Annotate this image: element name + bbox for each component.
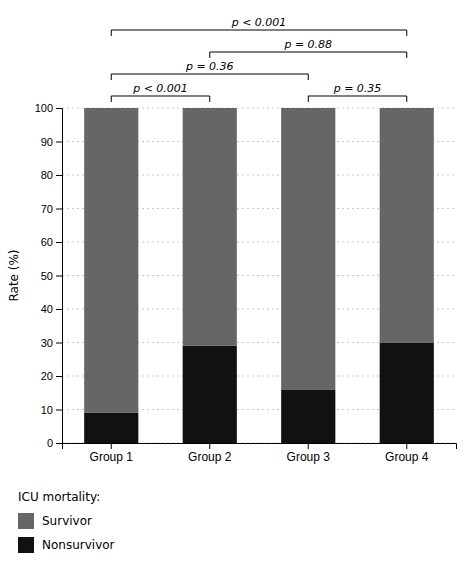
tick-label: 10 [41,404,53,416]
tick: 30 [41,337,62,349]
annotation: p < 0.001 [132,82,188,95]
tick-mark [56,175,62,176]
annotation: p = 0.35 [333,82,382,95]
tick: 20 [41,370,62,382]
tick-mark [406,443,407,449]
tick-mark [111,443,112,449]
brackets: p < 0.001 p = 0.35 p = 0.36 p < 0.001 p = 0.… [111,16,407,102]
tick: 50 [41,270,62,282]
tick-label: Group 3 [287,450,331,464]
tick-mark [56,142,62,143]
tick-mark [56,276,62,277]
bars [84,108,434,443]
legend-label: Survivor [42,514,92,528]
tick-label: 40 [41,303,53,315]
plot: 0102030405060708090100Group 1Group 2Grou… [7,16,457,464]
y-axis: 0 10 20 30 40 50 60 70 80 90 100 [35,102,63,449]
bar [380,108,434,343]
legend-title: ICU mortality: [18,490,100,504]
legend-item: Nonsurvivor [18,537,115,553]
chart: 0102030405060708090100Group 1Group 2Grou… [0,0,476,571]
tick-label: 30 [41,337,53,349]
x-axis: Group 1 Group 2 Group 3 Group 4 [63,443,457,464]
bar [84,413,138,443]
tick: 10 [41,404,62,416]
tick: Group 2 [188,443,232,464]
bracket: p < 0.001 [111,82,210,102]
tick-label: 80 [41,169,53,181]
tick-mark [56,309,62,310]
tick-label: 60 [41,236,53,248]
bar [380,343,434,444]
bracket: p = 0.88 [210,38,407,58]
tick: Group 1 [90,443,134,464]
tick-mark [56,343,62,344]
legend-label: Nonsurvivor [42,538,115,552]
tick-mark [56,108,62,109]
bar [281,389,335,443]
axis-line [63,444,457,450]
annotation: p = 0.36 [185,60,234,73]
tick-label: 50 [41,270,53,282]
bracket: p = 0.35 [308,82,407,102]
tick: Group 4 [385,443,429,464]
bracket: p = 0.36 [111,60,308,80]
axis-title: Rate (%) [7,249,21,301]
annotation: p = 0.88 [283,38,332,51]
tick-label: 70 [41,203,53,215]
tick-mark [56,209,62,210]
tick: 100 [35,102,62,114]
tick-label: Group 4 [385,450,429,464]
legend-swatch [18,513,34,529]
tick: 0 [47,437,62,449]
bracket-line [210,52,407,58]
tick-label: 100 [35,102,53,114]
bracket-line [308,96,407,102]
bracket-line [111,74,308,80]
tick-label: 90 [41,136,53,148]
bar [281,108,335,389]
tick: 40 [41,303,62,315]
tick-label: Group 2 [188,450,232,464]
legend: ICU mortality: Survivor Nonsurvivor [18,490,115,553]
axis-line [56,109,63,444]
series [84,108,434,413]
tick-mark [56,376,62,377]
bracket: p < 0.001 [111,16,407,36]
legend-swatch [18,537,34,553]
tick-mark [308,443,309,449]
tick: 90 [41,136,62,148]
bar [183,108,237,346]
tick: 60 [41,236,62,248]
tick: 80 [41,169,62,181]
tick: 70 [41,203,62,215]
tick-mark [56,443,62,444]
bracket-line [111,96,210,102]
grid [62,108,456,443]
bracket-line [111,30,407,36]
bar [183,346,237,443]
legend-item: Survivor [18,513,92,529]
annotation: p < 0.001 [231,16,287,29]
tick: Group 3 [287,443,331,464]
bar [84,108,138,413]
tick-mark [56,410,62,411]
tick-label: 20 [41,370,53,382]
tick-mark [209,443,210,449]
tick-label: 0 [47,437,53,449]
tick-mark [56,242,62,243]
tick-label: Group 1 [90,450,134,464]
